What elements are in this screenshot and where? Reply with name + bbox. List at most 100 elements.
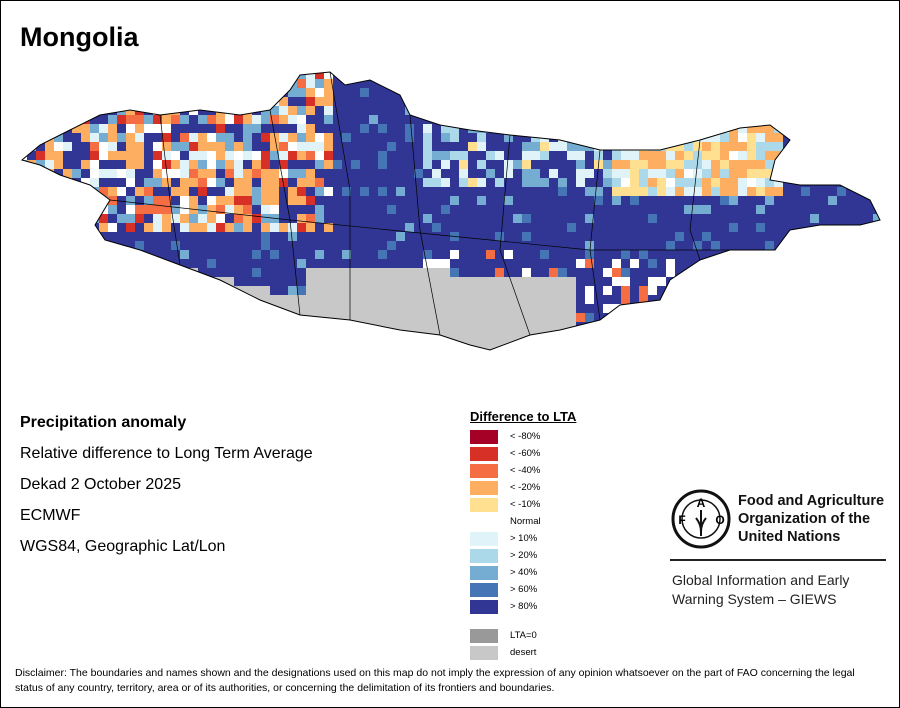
grid-cell: [252, 286, 261, 295]
grid-cell: [756, 88, 765, 97]
grid-cell: [288, 259, 297, 268]
grid-cell: [252, 187, 261, 196]
grid-cell: [612, 331, 621, 340]
grid-cell: [549, 223, 558, 232]
legend-swatch: [470, 628, 498, 643]
grid-cell: [189, 142, 198, 151]
grid-cell: [882, 286, 891, 295]
grid-cell: [36, 250, 45, 259]
grid-cell: [306, 169, 315, 178]
grid-cell: [423, 133, 432, 142]
grid-cell: [567, 169, 576, 178]
grid-cell: [297, 133, 306, 142]
grid-cell: [477, 286, 486, 295]
grid-cell: [747, 160, 756, 169]
grid-cell: [702, 322, 711, 331]
grid-cell: [558, 88, 567, 97]
grid-cell: [45, 313, 54, 322]
grid-cell: [261, 133, 270, 142]
grid-cell: [360, 124, 369, 133]
grid-cell: [405, 133, 414, 142]
grid-cell: [765, 214, 774, 223]
grid-cell: [639, 106, 648, 115]
grid-cell: [72, 142, 81, 151]
grid-cell: [675, 205, 684, 214]
grid-cell: [90, 151, 99, 160]
grid-cell: [45, 268, 54, 277]
grid-cell: [810, 214, 819, 223]
grid-cell: [324, 286, 333, 295]
grid-cell: [648, 295, 657, 304]
grid-cell: [783, 349, 792, 350]
grid-cell: [783, 160, 792, 169]
grid-cell: [468, 286, 477, 295]
grid-cell: [171, 295, 180, 304]
grid-cell: [612, 169, 621, 178]
grid-cell: [558, 232, 567, 241]
grid-cell: [630, 250, 639, 259]
grid-cell: [882, 70, 891, 79]
grid-cell: [684, 205, 693, 214]
grid-cell: [873, 295, 880, 304]
grid-cell: [288, 160, 297, 169]
grid-cell: [22, 79, 27, 88]
grid-cell: [747, 124, 756, 133]
grid-cell: [639, 349, 648, 350]
grid-cell: [63, 340, 72, 349]
grid-cell: [603, 151, 612, 160]
grid-cell: [423, 340, 432, 349]
grid-cell: [756, 79, 765, 88]
grid-cell: [738, 277, 747, 286]
grid-cell: [486, 169, 495, 178]
grid-cell: [369, 205, 378, 214]
grid-cell: [864, 250, 873, 259]
grid-cell: [504, 313, 513, 322]
grid-cell: [612, 322, 621, 331]
grid-cell: [612, 133, 621, 142]
grid-cell: [171, 160, 180, 169]
grid-cell: [585, 250, 594, 259]
grid-cell: [315, 223, 324, 232]
grid-cell: [738, 268, 747, 277]
grid-cell: [639, 268, 648, 277]
grid-cell: [378, 259, 387, 268]
grid-cell: [126, 205, 135, 214]
grid-cell: [261, 142, 270, 151]
grid-cell: [450, 241, 459, 250]
grid-cell: [603, 304, 612, 313]
grid-cell: [783, 259, 792, 268]
grid-cell: [513, 79, 522, 88]
grid-cell: [441, 106, 450, 115]
grid-cell: [297, 349, 306, 350]
grid-cell: [450, 277, 459, 286]
grid-cell: [864, 106, 873, 115]
grid-cell: [342, 223, 351, 232]
grid-cell: [603, 169, 612, 178]
grid-cell: [720, 340, 729, 349]
grid-cell: [279, 322, 288, 331]
grid-cell: [135, 340, 144, 349]
grid-cell: [153, 349, 162, 350]
grid-cell: [486, 295, 495, 304]
grid-cell: [828, 160, 837, 169]
grid-cell: [567, 196, 576, 205]
grid-cell: [531, 205, 540, 214]
grid-cell: [486, 133, 495, 142]
grid-cell: [108, 340, 117, 349]
grid-cell: [675, 214, 684, 223]
grid-cell: [738, 169, 747, 178]
grid-cell: [819, 232, 828, 241]
grid-cell: [117, 124, 126, 133]
grid-cell: [675, 223, 684, 232]
grid-cell: [198, 259, 207, 268]
grid-cell: [360, 295, 369, 304]
grid-cell: [333, 340, 342, 349]
grid-cell: [882, 151, 891, 160]
grid-cell: [864, 205, 873, 214]
grid-cell: [477, 349, 486, 350]
grid-cell: [855, 97, 864, 106]
grid-cell: [171, 223, 180, 232]
grid-cell: [432, 223, 441, 232]
grid-cell: [441, 142, 450, 151]
grid-cell: [801, 142, 810, 151]
